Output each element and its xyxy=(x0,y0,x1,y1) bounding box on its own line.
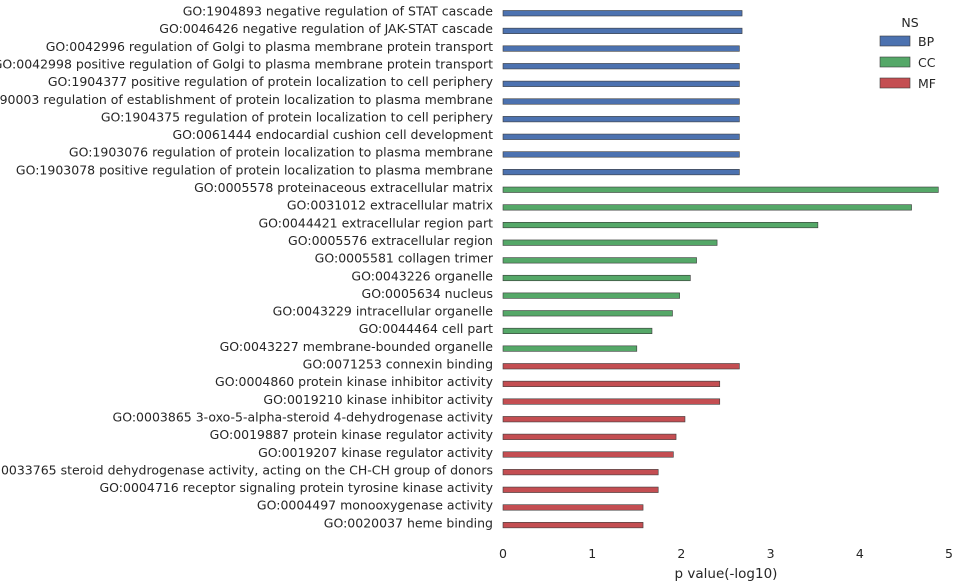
legend-title: NS xyxy=(901,15,918,30)
bar-bp xyxy=(502,151,740,158)
category-labels: GO:1904893 negative regulation of STAT c… xyxy=(0,4,494,531)
bar-bp xyxy=(502,63,740,70)
category-label: GO:0004497 monooxygenase activity xyxy=(257,498,494,513)
legend-label-bp: BP xyxy=(918,34,935,49)
bar-mf xyxy=(502,451,674,458)
category-label: GO:0046426 negative regulation of JAK-ST… xyxy=(159,21,493,36)
category-label: GO:0042996 regulation of Golgi to plasma… xyxy=(46,39,493,54)
x-tick-label: 5 xyxy=(945,546,953,561)
category-label: GO:0043227 membrane-bounded organelle xyxy=(220,339,494,354)
bar-cc xyxy=(502,274,691,282)
bar-mf xyxy=(502,433,677,440)
x-tick-label: 2 xyxy=(677,546,685,561)
bar-mf xyxy=(502,486,659,493)
bar-bp xyxy=(502,27,743,34)
category-label: GO:0004860 protein kinase inhibitor acti… xyxy=(215,374,494,389)
x-axis-ticks: 0 1 2 3 4 5 xyxy=(499,546,953,561)
category-label: GO:0005634 nucleus xyxy=(362,286,493,301)
category-label: GO:0043226 organelle xyxy=(351,268,493,283)
x-axis-title: p value(-log10) xyxy=(675,566,778,582)
bar-bp xyxy=(502,10,743,17)
bar-bp xyxy=(502,133,740,140)
bar-mf xyxy=(502,363,740,370)
category-label: GO:1904377 positive regulation of protei… xyxy=(48,74,494,89)
bar-bp xyxy=(502,98,740,105)
category-label: GO:1904893 negative regulation of STAT c… xyxy=(183,4,494,19)
bars-layer xyxy=(502,10,939,529)
bar-cc xyxy=(502,292,680,299)
bar-cc xyxy=(502,186,939,193)
bar-mf xyxy=(502,504,644,511)
legend-items: BP CC MF xyxy=(879,34,936,91)
bar-cc xyxy=(502,204,912,211)
x-tick-label: 1 xyxy=(588,546,596,561)
bar-cc xyxy=(502,239,718,246)
legend-swatch-bp xyxy=(879,35,911,47)
x-tick-label: 0 xyxy=(499,546,507,561)
legend-swatch-mf xyxy=(879,77,911,89)
bar-mf xyxy=(502,469,659,476)
legend: NS BP CC MF xyxy=(879,15,936,91)
bar-bp xyxy=(502,45,740,52)
category-label: GO:0020037 heme binding xyxy=(324,515,493,530)
bar-bp xyxy=(502,169,740,176)
category-label: GO:0090003 regulation of establishment o… xyxy=(0,92,493,107)
bar-cc xyxy=(502,222,819,229)
bar-cc xyxy=(502,257,697,264)
x-tick-label: 4 xyxy=(856,546,864,561)
category-label: GO:0061444 endocardial cushion cell deve… xyxy=(172,127,493,142)
bar-cc xyxy=(502,345,638,352)
legend-label-mf: MF xyxy=(918,76,936,91)
bar-mf xyxy=(502,398,721,405)
bar-mf xyxy=(502,522,644,529)
category-label: GO:0044464 cell part xyxy=(359,321,493,336)
category-label: GO:0019887 protein kinase regulator acti… xyxy=(210,427,494,442)
bar-mf xyxy=(502,380,721,387)
category-label: GO:0019207 kinase regulator activity xyxy=(258,445,494,460)
category-label: GO:0005581 collagen trimer xyxy=(315,251,494,266)
category-label: GO:0042998 positive regulation of Golgi … xyxy=(0,56,493,71)
category-label: GO:0031012 extracellular matrix xyxy=(287,198,493,213)
x-tick-label: 3 xyxy=(767,546,775,561)
category-label: GO:0005576 extracellular region xyxy=(288,233,493,248)
bar-bp xyxy=(502,116,740,123)
category-label: GO:1903078 positive regulation of protei… xyxy=(16,162,493,177)
category-label: GO:0004716 receptor signaling protein ty… xyxy=(100,480,494,495)
bar-mf xyxy=(502,416,686,423)
category-label: GO:0005578 proteinaceous extracellular m… xyxy=(194,180,493,195)
bar-bp xyxy=(502,80,740,87)
category-label: GO:0043229 intracellular organelle xyxy=(273,304,494,319)
legend-swatch-cc xyxy=(879,56,911,68)
legend-label-cc: CC xyxy=(918,55,936,70)
category-label: GO:0044421 extracellular region part xyxy=(258,215,493,230)
category-label: GO:0003865 3-oxo-5-alpha-steroid 4-dehyd… xyxy=(113,409,494,424)
category-label: GO:0071253 connexin binding xyxy=(303,357,493,372)
bar-cc xyxy=(502,310,673,317)
category-label: GO:0033765 steroid dehydrogenase activit… xyxy=(0,462,493,477)
category-label: GO:1903076 regulation of protein localiz… xyxy=(69,145,493,160)
category-label: GO:0019210 kinase inhibitor activity xyxy=(263,392,493,407)
bar-cc xyxy=(502,327,653,335)
category-label: GO:1904375 regulation of protein localiz… xyxy=(101,109,494,124)
